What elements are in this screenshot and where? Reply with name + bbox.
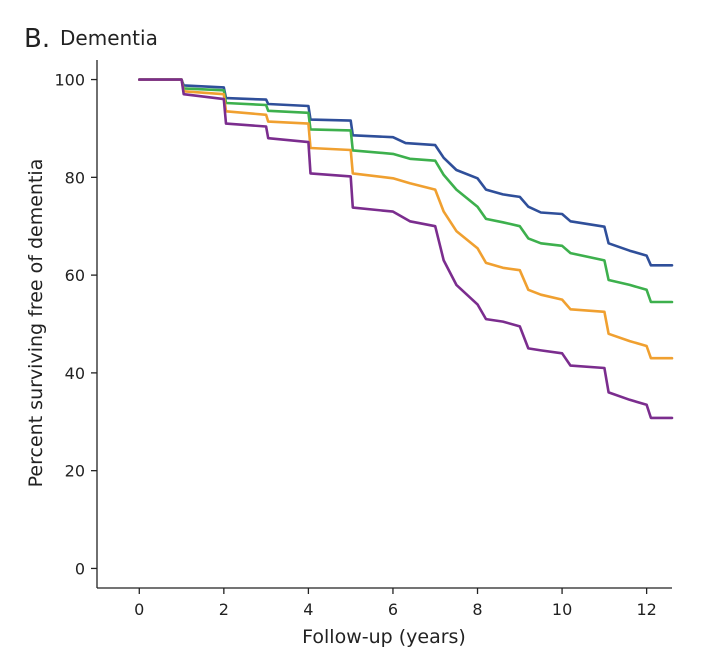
- y-tick-label: 40: [65, 364, 85, 383]
- series-line-purple: [138, 78, 674, 420]
- series-lines: [138, 78, 674, 420]
- x-axis-label: Follow-up (years): [302, 626, 466, 648]
- series-line-orange: [138, 78, 674, 360]
- y-tick-label: 100: [54, 71, 85, 90]
- x-axis-ticks: 0 2 4 6 8 10 12: [134, 588, 657, 619]
- panel-letter: B.: [24, 24, 50, 54]
- x-tick-label: 2: [219, 600, 229, 619]
- x-tick-label: 10: [552, 600, 572, 619]
- y-tick-label: 60: [65, 266, 85, 285]
- x-tick-label: 0: [134, 600, 144, 619]
- y-tick-label: 0: [75, 559, 85, 578]
- y-tick-label: 20: [65, 462, 85, 481]
- x-tick-label: 8: [472, 600, 482, 619]
- y-axis-ticks: 0 20 40 60 80 100: [54, 71, 97, 578]
- chart-title: Dementia: [60, 26, 158, 50]
- x-tick-label: 6: [388, 600, 398, 619]
- y-axis-label: Percent surviving free of dementia: [25, 159, 47, 488]
- series-line-blue: [138, 78, 674, 267]
- x-tick-label: 4: [303, 600, 313, 619]
- y-tick-label: 80: [65, 168, 85, 187]
- x-tick-label: 12: [636, 600, 656, 619]
- series-line-green: [138, 78, 674, 304]
